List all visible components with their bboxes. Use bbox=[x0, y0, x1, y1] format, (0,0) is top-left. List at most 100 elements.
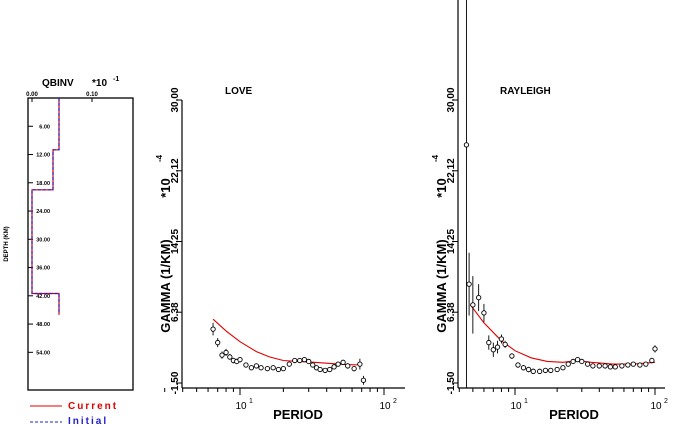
love-data-point bbox=[253, 363, 260, 369]
rayleigh-data-point bbox=[584, 361, 591, 367]
love-y-tick-label: 30.00 bbox=[170, 87, 181, 112]
rayleigh-data-point bbox=[494, 344, 501, 350]
rayleigh-data-point bbox=[643, 361, 649, 367]
rayleigh-data-point bbox=[515, 362, 521, 368]
qbinv-y-tick-label: 36.00 bbox=[36, 266, 50, 272]
rayleigh-y-tick-label: -1.50 bbox=[446, 371, 457, 394]
rayleigh-data-point bbox=[570, 358, 576, 365]
qbinv-title: QBINV bbox=[42, 78, 74, 89]
love-data-point bbox=[331, 364, 337, 370]
love-data-point bbox=[219, 352, 225, 358]
rayleigh-data-point bbox=[649, 357, 655, 364]
rayleigh-data-point bbox=[476, 295, 482, 301]
rayleigh-data-point bbox=[537, 368, 543, 374]
love-y-tick-label: 6.38 bbox=[170, 302, 181, 322]
qbinv-y-tick-label: 42.00 bbox=[36, 294, 50, 300]
rayleigh-x-tick-label: 10 bbox=[650, 401, 662, 412]
qbinv-y-ticks: 6.00 12.00 18.00 24.00 30.00 36.00 42.00 48.00 5… bbox=[28, 124, 50, 356]
rayleigh-data-point bbox=[637, 362, 643, 368]
rayleigh-data-point bbox=[630, 361, 636, 367]
love-data-point bbox=[301, 356, 308, 363]
rayleigh-data-point bbox=[548, 367, 554, 374]
love-x-tick-label: 10 bbox=[235, 401, 247, 412]
rayleigh-data-point bbox=[490, 347, 496, 353]
love-data-point bbox=[306, 358, 312, 365]
love-y-tick-label: 22.12 bbox=[170, 158, 181, 183]
rayleigh-data-point bbox=[619, 363, 625, 369]
rayleigh-data-point bbox=[486, 339, 492, 346]
love-data-point bbox=[264, 365, 271, 372]
love-data-point bbox=[280, 365, 286, 372]
rayleigh-y-tick-label: 6.38 bbox=[446, 302, 457, 322]
love-model-curve bbox=[212, 318, 362, 366]
love-data-point bbox=[215, 339, 221, 346]
love-panel: LOVE GAMMA (1/KM) *10 -4 PERIOD -1.50 6.3… bbox=[155, 86, 405, 422]
qbinv-panel: QBINV *10 -1 0.00 0.10 6.00 12.00 18.00 24.0… bbox=[4, 76, 134, 425]
love-x-tick-exponent: 1 bbox=[249, 398, 253, 405]
rayleigh-x-tick-exponent: 1 bbox=[524, 398, 528, 405]
love-data-point bbox=[335, 361, 341, 367]
rayleigh-y-tick-label: 14.25 bbox=[446, 229, 457, 254]
rayleigh-observed-points bbox=[463, 0, 658, 388]
rayleigh-y-scale-exponent: -4 bbox=[431, 154, 440, 162]
qbinv-y-tick-label: 12.00 bbox=[36, 153, 50, 159]
love-data-point bbox=[243, 362, 249, 368]
rayleigh-data-point bbox=[470, 302, 476, 308]
love-data-point bbox=[317, 366, 323, 373]
qbinv-frame bbox=[27, 97, 134, 391]
love-data-point bbox=[258, 365, 264, 371]
love-data-point bbox=[322, 367, 328, 374]
love-data-point bbox=[345, 363, 351, 369]
love-x-tick-label: 10 bbox=[379, 401, 391, 412]
rayleigh-y-tick-label: 22.12 bbox=[446, 158, 457, 183]
qbinv-y-tick-label: 6.00 bbox=[39, 124, 50, 130]
qbinv-series-initial bbox=[31, 98, 60, 315]
rayleigh-data-point bbox=[554, 366, 560, 373]
love-data-point bbox=[210, 326, 216, 332]
legend-current-label: Current bbox=[68, 401, 118, 412]
qbinv-y-tick-label: 30.00 bbox=[36, 237, 50, 243]
love-y-tick-label: -1.50 bbox=[170, 371, 181, 394]
rayleigh-data-point bbox=[520, 365, 527, 371]
rayleigh-data-point bbox=[542, 367, 549, 374]
love-title: LOVE bbox=[225, 86, 253, 97]
qbinv-y-axis-label: DEPTH (KM) bbox=[4, 226, 10, 261]
qbinv-x-ticks: 0.00 0.10 bbox=[26, 92, 98, 102]
rayleigh-data-point bbox=[652, 346, 658, 352]
rayleigh-y-tick-label: 30.00 bbox=[446, 87, 457, 112]
qbinv-series-current bbox=[31, 98, 60, 315]
rayleigh-data-point bbox=[607, 364, 614, 370]
love-data-point bbox=[270, 365, 276, 371]
love-data-point bbox=[237, 356, 243, 363]
rayleigh-model-line bbox=[469, 304, 656, 365]
legend-initial-label: Initial bbox=[68, 416, 108, 425]
love-data-point bbox=[297, 357, 303, 364]
rayleigh-data-point bbox=[463, 142, 470, 148]
love-data-point bbox=[327, 366, 333, 373]
rayleigh-data-point bbox=[602, 363, 608, 369]
qbinv-y-tick-label: 18.00 bbox=[36, 181, 50, 187]
love-data-point bbox=[310, 362, 316, 368]
rayleigh-x-tick-label: 10 bbox=[510, 401, 522, 412]
love-data-point bbox=[286, 361, 292, 367]
love-data-point bbox=[223, 349, 229, 356]
rayleigh-data-point bbox=[625, 362, 631, 368]
rayleigh-data-point bbox=[530, 368, 536, 374]
rayleigh-x-tick-exponent: 2 bbox=[664, 398, 668, 405]
rayleigh-panel: RAYLEIGH GAMMA (1/KM) *10 -4 PERIOD -1.5… bbox=[431, 0, 668, 422]
rayleigh-data-point bbox=[481, 310, 487, 316]
love-data-point bbox=[275, 366, 282, 373]
rayleigh-data-point bbox=[509, 353, 515, 359]
love-y-tick-label: 14.25 bbox=[170, 229, 181, 254]
rayleigh-data-point bbox=[525, 366, 532, 373]
rayleigh-data-point bbox=[560, 365, 566, 371]
love-observed-points bbox=[210, 322, 367, 385]
rayleigh-data-point bbox=[565, 361, 571, 367]
rayleigh-data-point bbox=[579, 358, 585, 365]
rayleigh-title: RAYLEIGH bbox=[500, 86, 551, 97]
love-data-point bbox=[357, 361, 363, 367]
rayleigh-data-point bbox=[574, 356, 581, 363]
love-y-scale-exponent: -4 bbox=[155, 154, 164, 162]
rayleigh-data-point bbox=[466, 281, 472, 287]
